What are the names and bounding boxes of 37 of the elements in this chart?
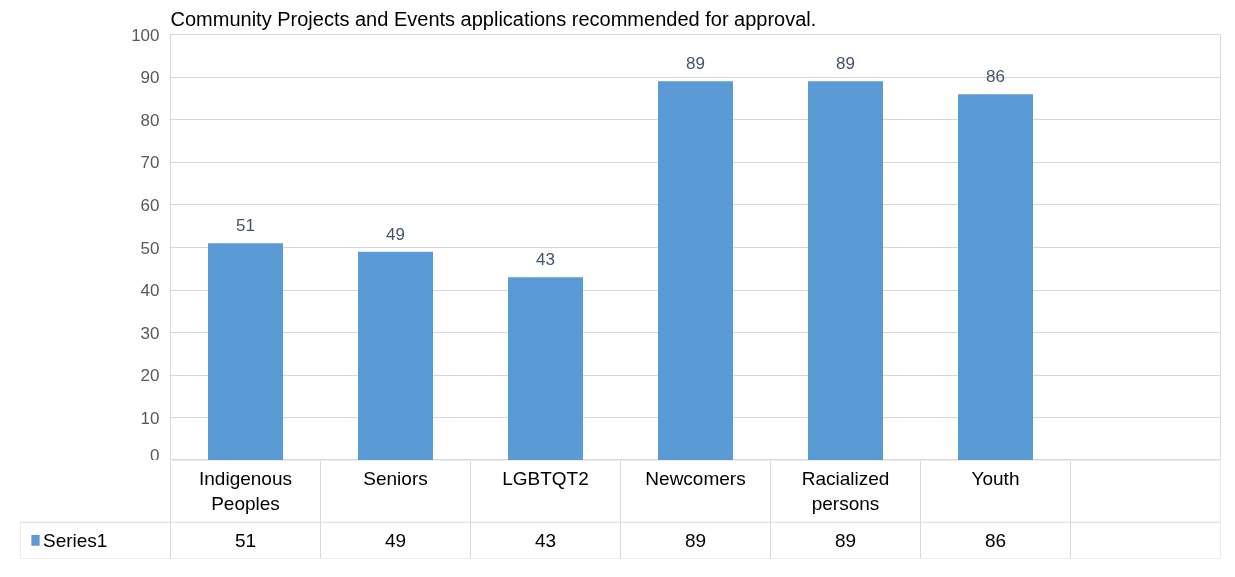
chart-title: Community Projects and Events applications recommended for approval. bbox=[170, 7, 817, 30]
x-tick-label: LGBTQT2 bbox=[502, 467, 589, 489]
x-tick-label: Youth bbox=[971, 467, 1020, 489]
legend-label: Series1 bbox=[43, 529, 108, 551]
y-tick-label: 80 bbox=[140, 110, 160, 130]
x-tick-label: Newcomers bbox=[645, 467, 746, 489]
data-label: 89 bbox=[834, 529, 857, 551]
annotation: 51 bbox=[236, 216, 255, 236]
data-label: 89 bbox=[684, 529, 707, 551]
y-tick-label: 50 bbox=[140, 238, 160, 258]
bar bbox=[508, 277, 583, 460]
y-tick-label: 40 bbox=[140, 281, 160, 301]
y-tick-label: 100 bbox=[131, 25, 160, 45]
y-tick-label: 20 bbox=[140, 366, 160, 386]
data-label: 49 bbox=[384, 529, 407, 551]
annotation: 89 bbox=[686, 54, 705, 74]
data-label: 43 bbox=[534, 529, 557, 551]
y-tick-label: 30 bbox=[140, 323, 160, 343]
annotation: 49 bbox=[386, 224, 405, 244]
x-tick-label: Racialized persons bbox=[801, 467, 890, 514]
annotation: 89 bbox=[836, 54, 855, 74]
data-label: 51 bbox=[234, 529, 257, 551]
bar bbox=[208, 243, 283, 460]
annotation: 43 bbox=[536, 250, 555, 270]
bar bbox=[658, 81, 733, 460]
bar bbox=[958, 94, 1033, 460]
y-tick-label: 0 bbox=[150, 445, 160, 465]
y-tick-label: 60 bbox=[140, 195, 160, 215]
y-tick-label: 10 bbox=[140, 408, 160, 428]
x-tick-label: Indigenous Peoples bbox=[199, 467, 292, 514]
bar bbox=[808, 81, 883, 460]
x-tick-label: Seniors bbox=[363, 467, 428, 489]
data-label: 86 bbox=[984, 529, 1007, 551]
annotation: 86 bbox=[986, 67, 1005, 87]
bar bbox=[358, 251, 433, 460]
y-tick-label: 70 bbox=[140, 153, 160, 173]
y-tick-label: 90 bbox=[140, 68, 160, 88]
